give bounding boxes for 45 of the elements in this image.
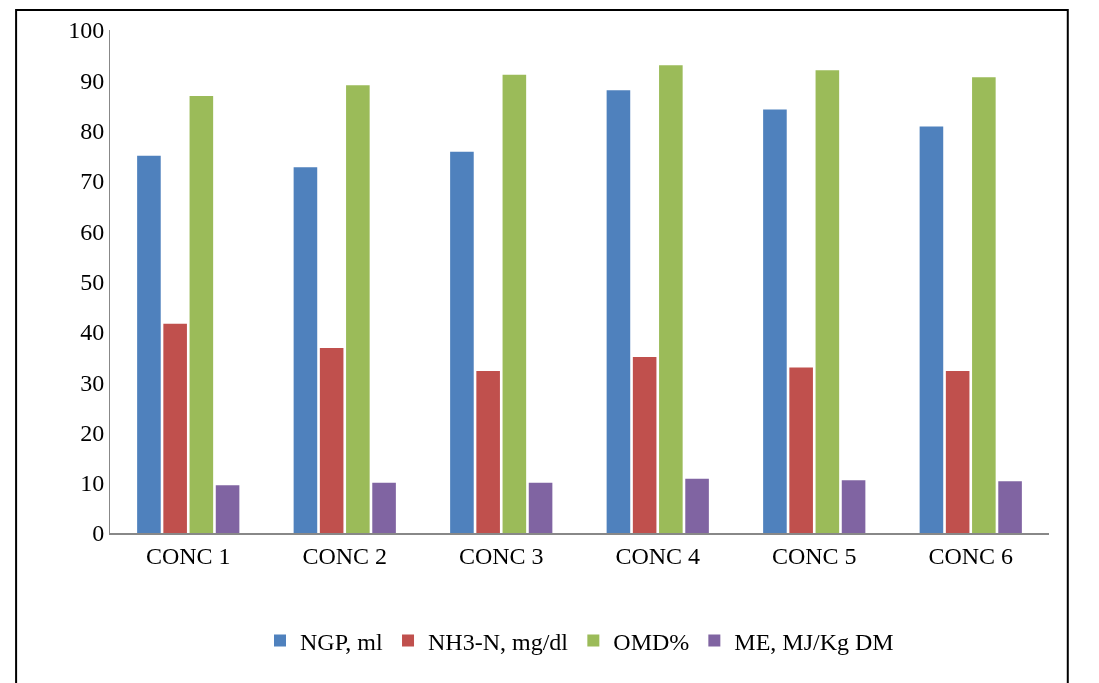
bar (293, 167, 318, 533)
bar (215, 485, 240, 533)
bar (841, 480, 866, 533)
y-tick-label: 40 (80, 319, 105, 346)
x-tick-label: CONC 1 (145, 542, 231, 569)
y-tick-label: 90 (80, 67, 105, 94)
x-tick-label: CONC 5 (771, 542, 857, 569)
bar (319, 347, 344, 533)
bar (606, 90, 631, 533)
bar (945, 371, 970, 533)
y-tick-label: 70 (80, 168, 105, 195)
bar (372, 482, 396, 533)
y-tick-label: 100 (68, 17, 105, 44)
y-tick-label: 10 (80, 470, 105, 497)
legend-label: NGP, ml (300, 628, 384, 655)
bar (919, 126, 944, 533)
bar (137, 155, 161, 533)
bar (815, 70, 840, 533)
legend-label: NH3-N, mg/dl (428, 628, 569, 655)
y-tick-label: 50 (80, 268, 105, 295)
bar (502, 74, 527, 533)
bar (763, 109, 787, 533)
x-tick-label: CONC 2 (302, 542, 388, 569)
bar (163, 323, 187, 533)
x-tick-label: CONC 3 (458, 542, 544, 569)
bar (189, 95, 214, 533)
y-tick-label: 80 (80, 118, 105, 144)
bar (528, 482, 553, 533)
y-tick-label: 30 (80, 369, 105, 396)
legend-label: ME, MJ/Kg DM (734, 628, 894, 655)
y-tick-label: 0 (92, 520, 105, 547)
bar (685, 478, 709, 533)
bar (346, 85, 370, 533)
legend-label: OMD% (613, 628, 690, 655)
bar (632, 356, 657, 533)
y-tick-label: 20 (80, 419, 105, 446)
bar (998, 481, 1022, 533)
bar (789, 367, 813, 533)
bar (659, 65, 683, 533)
y-tick-label: 60 (80, 218, 105, 245)
bar (972, 77, 996, 533)
bar (450, 151, 474, 533)
bar (476, 371, 500, 533)
x-tick-label: CONC 6 (928, 542, 1014, 569)
x-tick-label: CONC 4 (615, 542, 701, 569)
